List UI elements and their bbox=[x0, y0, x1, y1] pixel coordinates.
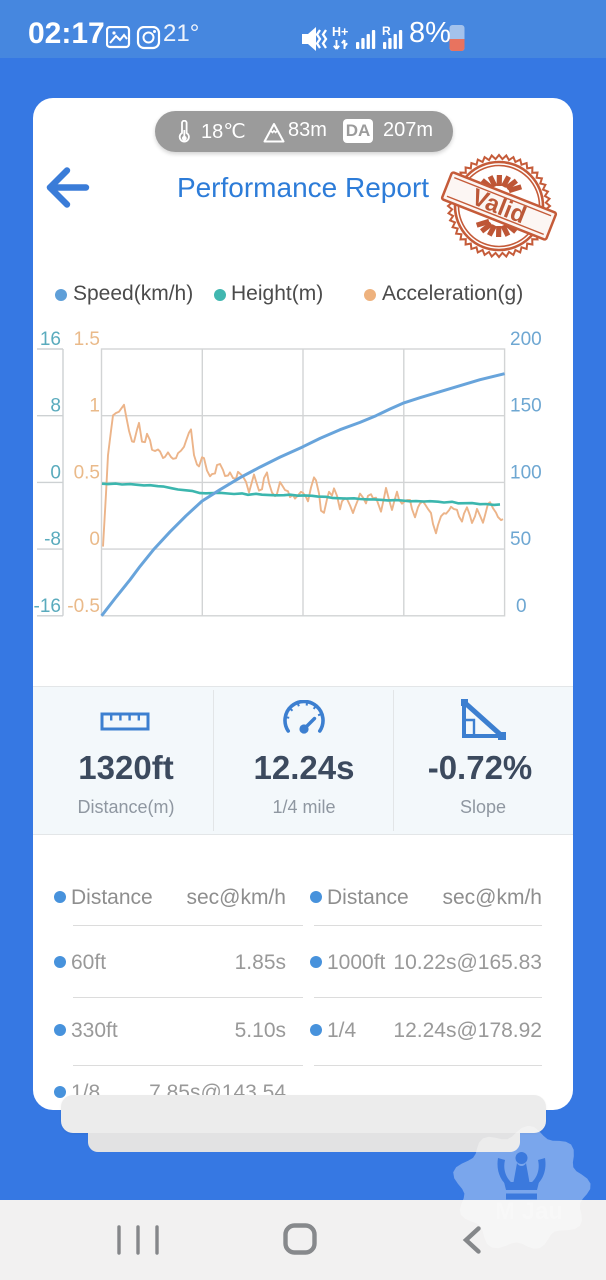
svg-text:1: 1 bbox=[89, 396, 100, 417]
svg-text:M Jau: M Jau bbox=[495, 1198, 563, 1225]
svg-text:H+: H+ bbox=[332, 25, 348, 39]
svg-text:16: 16 bbox=[40, 329, 61, 350]
svg-text:-16: -16 bbox=[34, 596, 61, 617]
svg-text:0: 0 bbox=[89, 529, 100, 550]
svg-text:0.5: 0.5 bbox=[74, 462, 100, 483]
svg-text:-0.5: -0.5 bbox=[67, 596, 100, 617]
svg-text:100: 100 bbox=[510, 462, 542, 483]
svg-text:1.5: 1.5 bbox=[74, 329, 100, 350]
svg-text:-8: -8 bbox=[44, 529, 61, 550]
svg-text:150: 150 bbox=[510, 396, 542, 417]
svg-text:8: 8 bbox=[50, 396, 61, 417]
svg-text:0: 0 bbox=[50, 462, 61, 483]
svg-text:200: 200 bbox=[510, 329, 542, 350]
svg-text:50: 50 bbox=[510, 529, 531, 550]
svg-text:R: R bbox=[382, 25, 391, 38]
svg-text:0: 0 bbox=[516, 596, 527, 617]
